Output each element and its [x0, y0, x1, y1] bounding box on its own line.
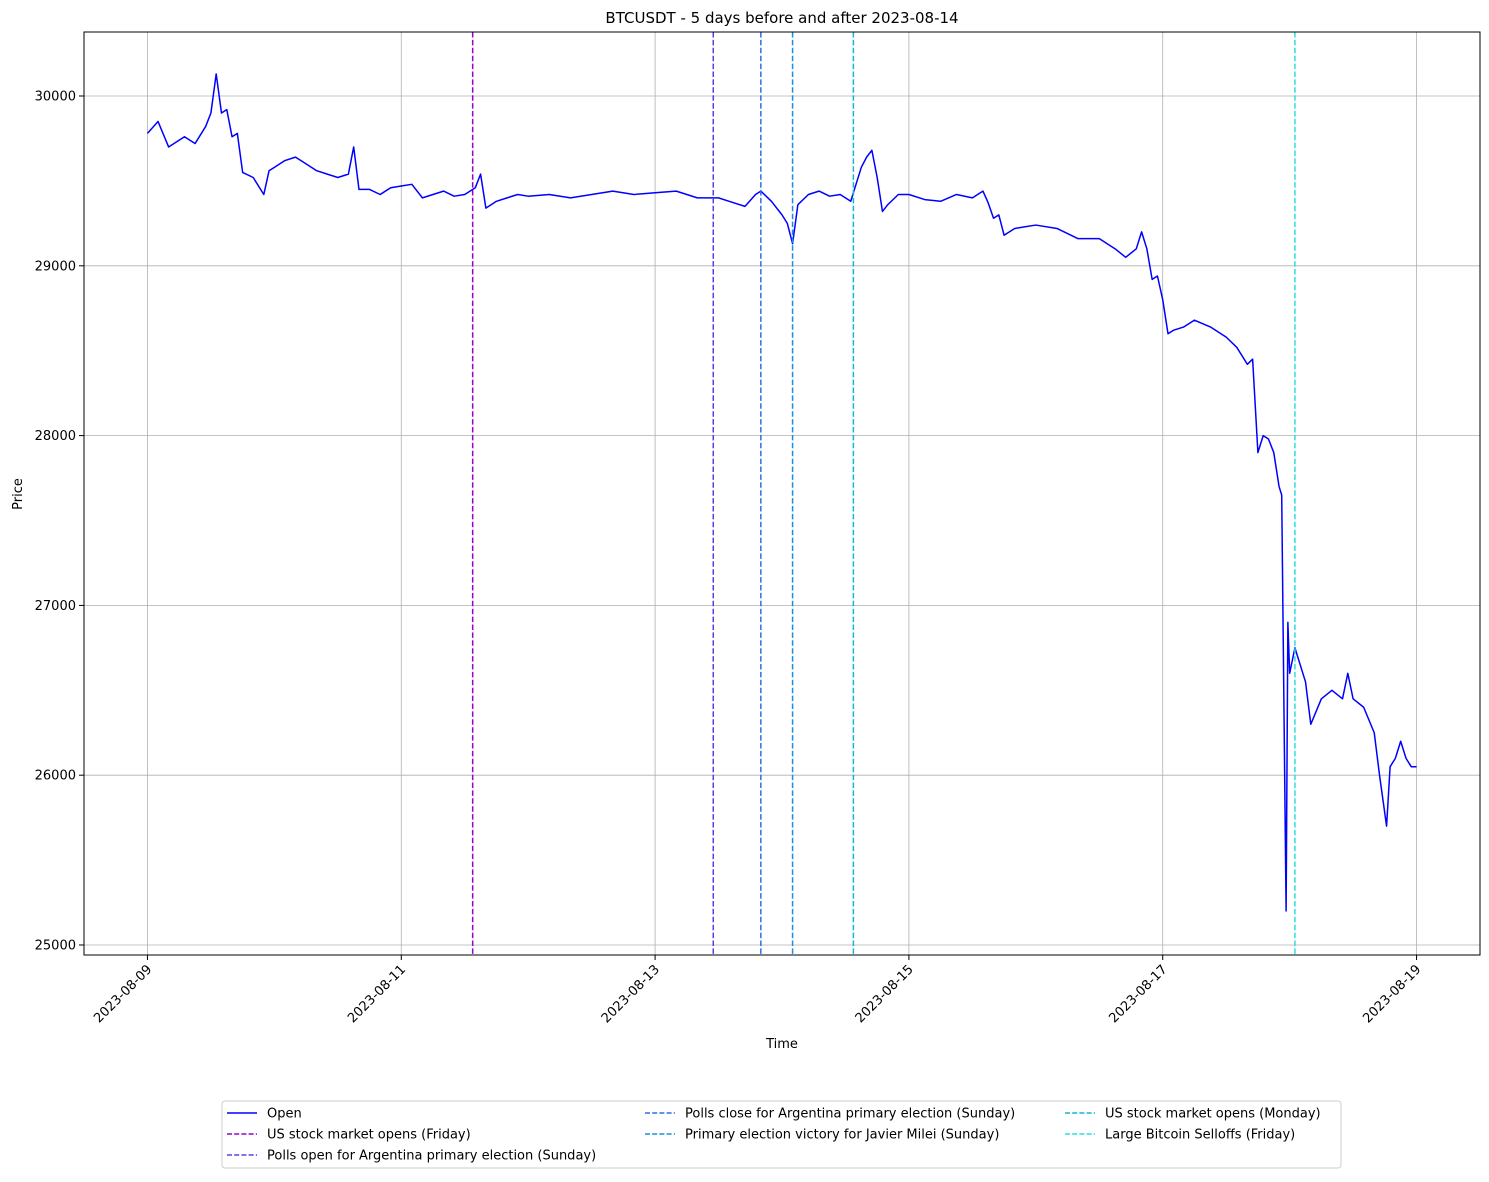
- legend-label: US stock market opens (Friday): [267, 1128, 471, 1143]
- legend-label: Polls close for Argentina primary electi…: [685, 1107, 1015, 1122]
- legend-box: [221, 1100, 1342, 1169]
- x-tick-label: 2023-08-13: [599, 962, 663, 1026]
- y-tick-label: 29000: [35, 259, 76, 274]
- legend: Open US stock market opens (Friday) Polls …: [221, 1100, 1342, 1169]
- y-axis-label: Price: [11, 478, 26, 510]
- plot-frame: [83, 31, 1481, 956]
- y-tick-label: 28000: [35, 429, 76, 444]
- chart-title: BTCUSDT - 5 days before and after 2023-0…: [605, 9, 958, 27]
- x-tick-label: 2023-08-09: [91, 962, 155, 1026]
- x-tick-label: 2023-08-15: [853, 962, 917, 1026]
- y-tick-label: 27000: [35, 599, 76, 614]
- x-tick-label: 2023-08-19: [1360, 962, 1424, 1026]
- x-axis-label: Time: [765, 1037, 798, 1052]
- y-tick-label: 25000: [35, 938, 76, 953]
- x-tick-label: 2023-08-11: [345, 962, 409, 1026]
- price-line: [146, 73, 1417, 912]
- legend-label: Polls open for Argentina primary electio…: [267, 1149, 596, 1164]
- legend-label: US stock market opens (Monday): [1105, 1107, 1321, 1122]
- y-tick-label: 30000: [35, 90, 76, 105]
- legend-label: Large Bitcoin Selloffs (Friday): [1105, 1128, 1295, 1143]
- legend-label: Primary election victory for Javier Mile…: [685, 1128, 999, 1143]
- x-tick-label: 2023-08-17: [1107, 962, 1171, 1026]
- legend-label: Open: [267, 1107, 302, 1122]
- y-tick-label: 26000: [35, 769, 76, 784]
